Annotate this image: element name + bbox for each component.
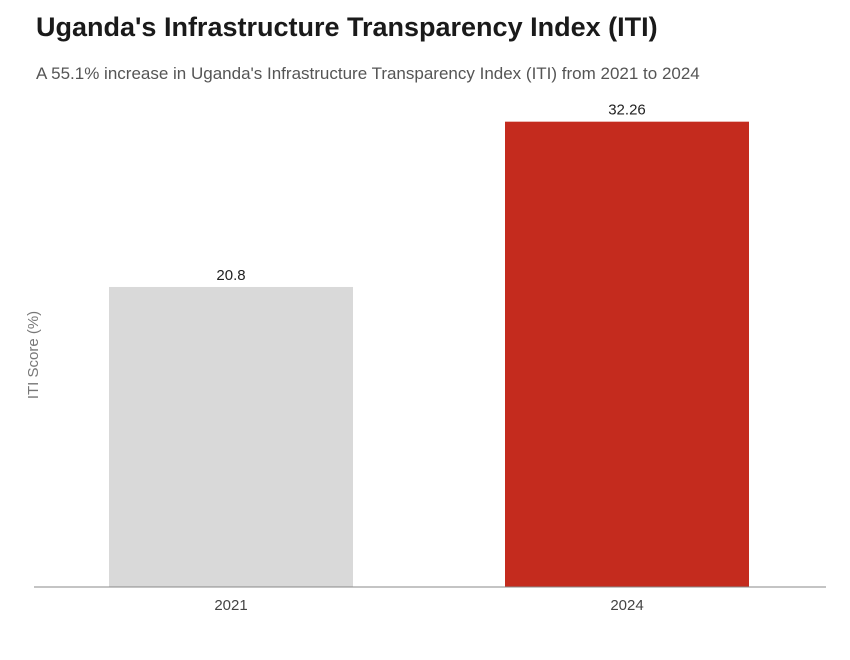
bar-2024 (505, 121, 749, 587)
x-tick-label-2024: 2024 (610, 597, 643, 614)
x-tick-label-2021: 2021 (214, 597, 247, 614)
y-axis-label: ITI Score (%) (25, 311, 42, 399)
chart-title: Uganda's Infrastructure Transparency Ind… (36, 12, 658, 42)
data-label-2021: 20.8 (216, 267, 245, 284)
chart-subtitle: A 55.1% increase in Uganda's Infrastruct… (36, 64, 700, 83)
data-label-2024: 32.26 (608, 102, 646, 119)
bars-group: 20.8 2021 32.26 2024 (109, 102, 749, 614)
bar-2021 (109, 286, 353, 587)
